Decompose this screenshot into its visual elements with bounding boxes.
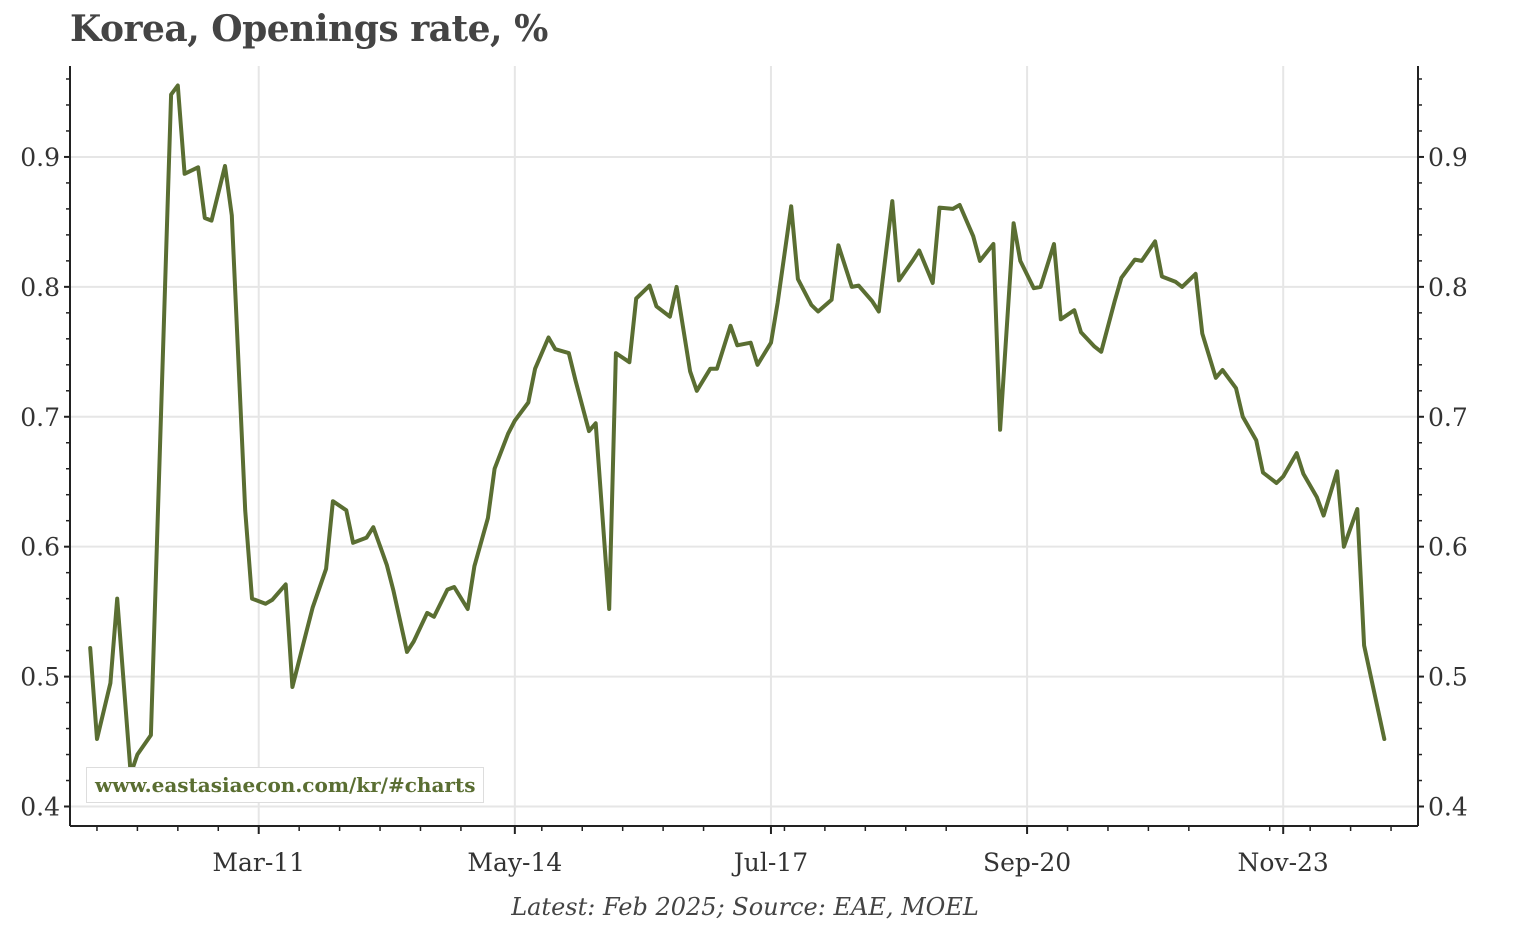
- y-tick-label-right: 0.9: [1428, 143, 1468, 172]
- y-tick-label-right: 0.6: [1428, 533, 1468, 562]
- chart-footnote: Latest: Feb 2025; Source: EAE, MOEL: [511, 893, 979, 921]
- y-tick-label-left: 0.4: [20, 793, 60, 822]
- y-tick-label-left: 0.9: [20, 143, 60, 172]
- y-tick-label-right: 0.4: [1428, 793, 1468, 822]
- source-url-watermark[interactable]: www.eastasiaecon.com/kr/#charts: [86, 767, 485, 803]
- openings-rate-line: [88, 83, 1387, 776]
- x-tick-label: Jul-17: [731, 848, 808, 877]
- y-tick-label-left: 0.6: [20, 533, 60, 562]
- y-tick-label-left: 0.8: [20, 273, 60, 302]
- plot-frame: [69, 66, 1419, 827]
- y-tick-label-left: 0.5: [20, 663, 60, 692]
- chart-title: Korea, Openings rate, %: [70, 8, 548, 50]
- y-tick-label-right: 0.8: [1428, 273, 1468, 302]
- tick-labels: 0.4 0.4 0.5 0.5 0.6 0.6 0.7 0.7 0.8 0.8 0.9 0.9 Mar-…: [20, 143, 1468, 877]
- x-tick-label: Nov-23: [1238, 848, 1329, 877]
- x-tick-label: May-14: [467, 848, 562, 877]
- y-tick-label-right: 0.7: [1428, 403, 1468, 432]
- axis-ticks: [64, 78, 1424, 834]
- x-tick-label: Sep-20: [983, 848, 1071, 877]
- x-tick-label: Mar-11: [212, 848, 305, 877]
- series-layer: [88, 83, 1387, 776]
- gridlines: [70, 66, 1418, 826]
- y-tick-label-right: 0.5: [1428, 663, 1468, 692]
- y-tick-label-left: 0.7: [20, 403, 60, 432]
